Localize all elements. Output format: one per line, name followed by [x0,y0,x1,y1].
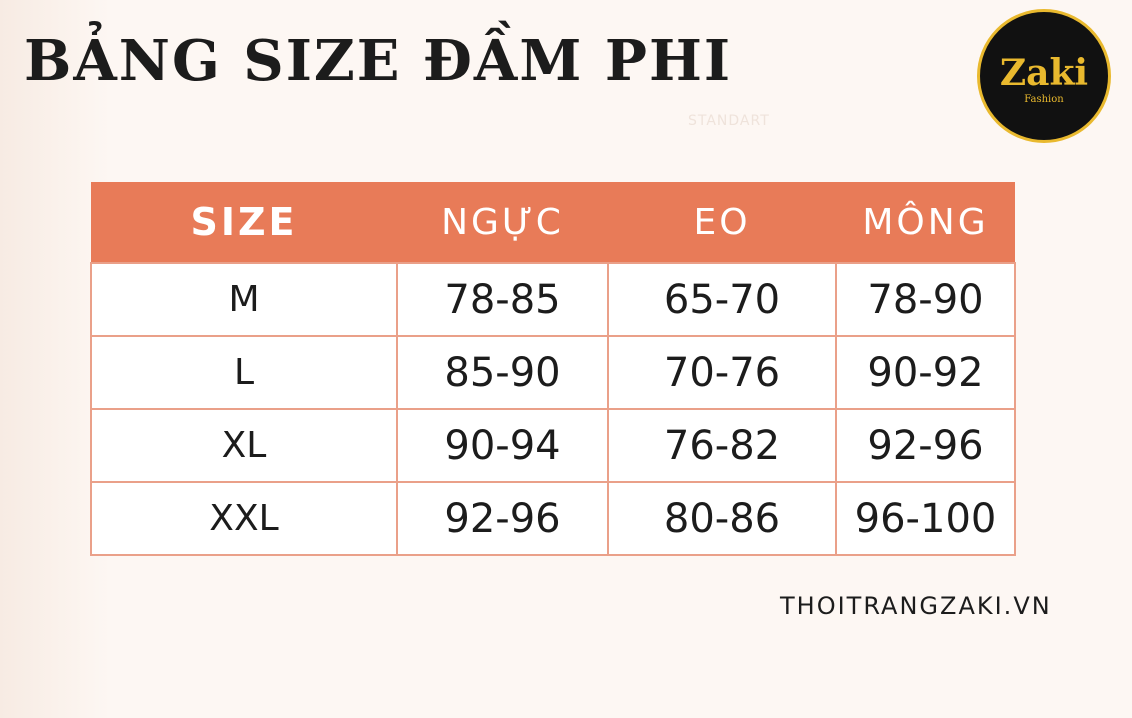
website: THOITRANGZAKI.VN [780,592,1052,620]
table-row: L 85-90 70-76 90-92 [90,335,1016,410]
cell: 65-70 [607,262,837,337]
cell: 85-90 [396,335,609,410]
cell: 90-92 [835,335,1016,410]
cell: L [90,335,398,410]
tagline: Fashion [1024,94,1064,105]
cell: 96-100 [835,481,1016,556]
cell: XL [90,408,398,483]
title: BẢNG SIZE ĐẦM PHI [24,28,733,94]
cell: 78-90 [835,262,1016,337]
table-body: M 78-85 65-70 78-90 L 85-90 70-76 90-92 XL 90-94 7… [90,262,1016,556]
table-row: XXL 92-96 80-86 96-100 [90,481,1016,556]
cell: 80-86 [607,481,837,556]
cell: 90-94 [396,408,609,483]
cell: 78-85 [396,262,609,337]
column-header: NGỰC [397,182,608,263]
table-row: XL 90-94 76-82 92-96 [90,408,1016,483]
cell: M [90,262,398,337]
cell: 92-96 [396,481,609,556]
header-row: SIZE NGỰC EO MÔNG [91,182,1015,263]
logo: Zaki Fashion [977,9,1111,143]
table-row: M 78-85 65-70 78-90 [90,262,1016,337]
column-header: EO [608,182,836,263]
column-header: SIZE [91,182,397,263]
cell: XXL [90,481,398,556]
cell: 92-96 [835,408,1016,483]
brand: Zaki [999,52,1089,94]
cell: 70-76 [607,335,837,410]
watermark: STANDART [688,113,770,129]
size-table: SIZE NGỰC EO MÔNG M 78-85 65-70 78-90 L 85-90 70-… [90,182,1016,556]
cell: 76-82 [607,408,837,483]
column-header: MÔNG [836,182,1015,263]
